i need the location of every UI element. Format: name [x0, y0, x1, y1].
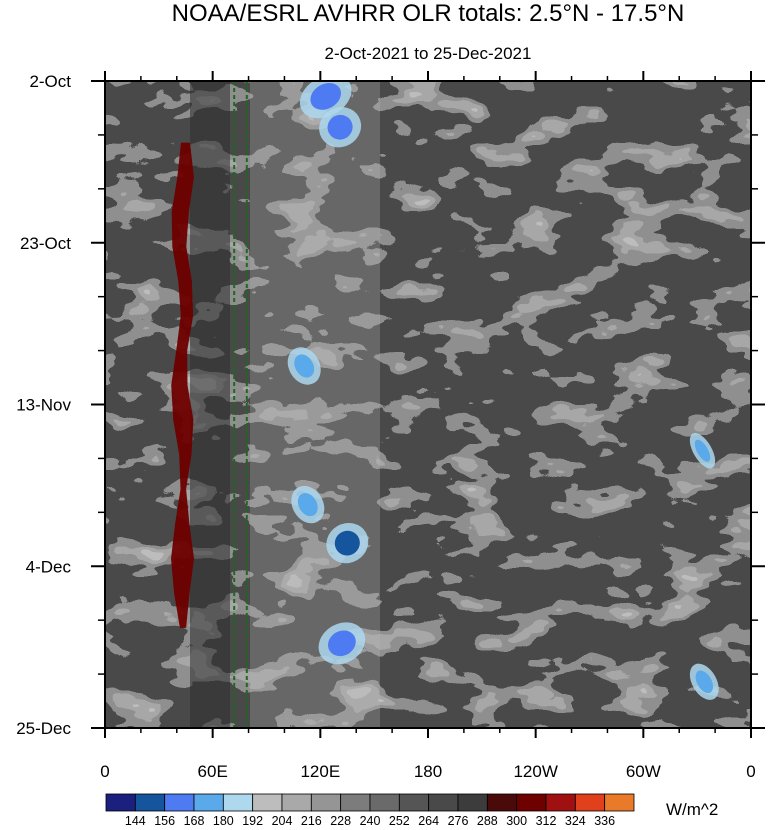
colorbar-units: W/m^2: [666, 800, 718, 819]
colorbar-swatch: [310, 793, 342, 812]
x-tick-label: 60E: [198, 762, 228, 781]
feature-low-olr-6: [327, 630, 356, 657]
x-tick-label: 120E: [300, 762, 340, 781]
colorbar-level-label: 216: [301, 814, 322, 828]
colorbar-level-label: 240: [360, 814, 381, 828]
chart-title: NOAA/ESRL AVHRR OLR totals: 2.5°N - 17.5…: [172, 0, 685, 27]
colorbar-swatch: [398, 793, 430, 812]
colorbar-swatch: [486, 793, 518, 812]
colorbar-swatch: [340, 793, 371, 812]
indian-ocean-dark-strip: [190, 81, 230, 728]
colorbar-level-label: 180: [213, 814, 234, 828]
colorbar-level-label: 336: [594, 814, 615, 828]
colorbar-swatch: [574, 793, 606, 812]
colorbar-swatch: [516, 793, 547, 812]
feature-low-olr-1: [310, 83, 342, 110]
chart-subtitle: 2-Oct-2021 to 25-Dec-2021: [325, 44, 532, 63]
heatmap-field: [105, 81, 751, 728]
feature-low-olr-8: [695, 670, 714, 694]
colorbar-level-label: 204: [272, 814, 293, 828]
y-tick-label: 13-Nov: [16, 396, 71, 415]
x-tick-label: 0: [100, 762, 109, 781]
feature-high-olr-band: [171, 142, 194, 628]
colorbar-level-label: 312: [536, 814, 557, 828]
reference-lines: [233, 81, 248, 728]
y-axis: 2-Oct 23-Oct 13-Nov 4-Dec 25-Dec: [16, 72, 765, 738]
colorbar-level-label: 324: [565, 814, 586, 828]
heatmap-features: [171, 81, 719, 700]
x-axis: 0 60E 120E 180 120W 60W 0: [100, 71, 756, 781]
feature-low-olr-2: [327, 114, 353, 140]
colorbar: 144 156 168 180 192 204 216 228 240 252 264 276 288 3…: [105, 793, 635, 828]
colorbar-swatch: [281, 793, 312, 812]
colorbar-swatch: [193, 793, 224, 812]
colorbar-swatch: [252, 793, 283, 812]
y-tick-label: 2-Oct: [29, 72, 71, 91]
x-tick-label: 120W: [513, 762, 557, 781]
colorbar-level-label: 144: [125, 814, 146, 828]
x-tick-label: 60W: [626, 762, 661, 781]
feature-low-olr-7: [694, 439, 711, 462]
colorbar-level-label: 228: [330, 814, 351, 828]
colorbar-swatch: [369, 793, 400, 812]
x-tick-label: 0: [746, 762, 755, 781]
colorbar-level-label: 264: [418, 814, 439, 828]
y-tick-label: 4-Dec: [26, 557, 72, 576]
colorbar-level-label: 156: [154, 814, 175, 828]
colorbar-level-label: 252: [389, 814, 410, 828]
colorbar-swatch: [222, 793, 254, 812]
colorbar-swatch: [134, 793, 166, 812]
colorbar-level-label: 192: [242, 814, 263, 828]
y-tick-label: 23-Oct: [20, 234, 71, 253]
colorbar-swatch: [604, 793, 635, 812]
colorbar-swatch: [457, 793, 488, 812]
western-pacific-brightening: [250, 81, 380, 728]
colorbar-level-label: 168: [184, 814, 205, 828]
colorbar-swatch: [164, 793, 195, 812]
colorbar-level-label: 276: [448, 814, 469, 828]
colorbar-level-label: 288: [477, 814, 498, 828]
colorbar-swatch: [428, 793, 459, 812]
y-tick-label: 25-Dec: [16, 719, 71, 738]
feature-low-olr-4: [297, 493, 318, 517]
feature-low-olr-5: [334, 530, 360, 556]
colorbar-level-label: 300: [506, 814, 527, 828]
colorbar-swatch: [545, 793, 576, 812]
x-tick-label: 180: [414, 762, 442, 781]
feature-low-olr-3: [294, 354, 315, 378]
colorbar-swatch: [105, 793, 136, 812]
